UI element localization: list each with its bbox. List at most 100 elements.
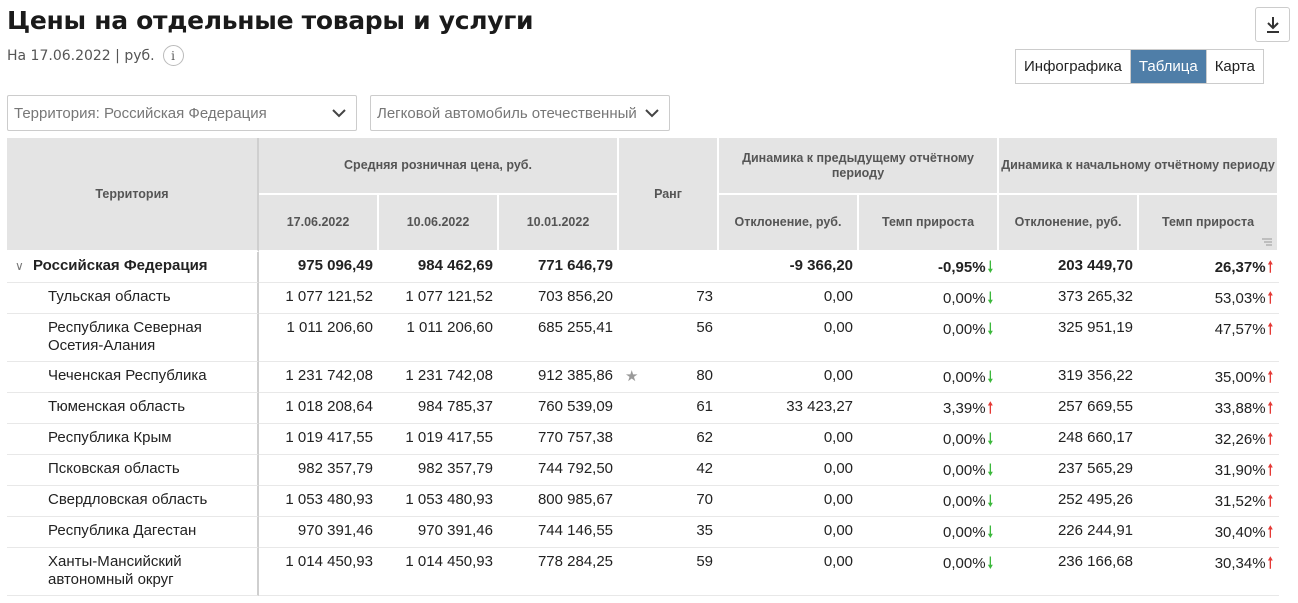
info-icon[interactable]: i	[162, 45, 184, 66]
cell-price-3: 912 385,86	[499, 362, 620, 393]
cell-rank: 73	[619, 283, 720, 314]
prices-table: Территория Средняя розничная цена, руб. …	[7, 138, 1280, 596]
arrow-up-icon: 🠑	[1267, 524, 1274, 541]
cell-price-2: 982 357,79	[379, 455, 499, 486]
table-row[interactable]: Чеченская Республика 1 231 742,08 1 231 …	[7, 362, 1280, 393]
cell-dev-prev: 0,00	[719, 517, 860, 548]
cell-dev-start: 319 356,22	[999, 362, 1140, 393]
cell-price-1: 970 391,46	[259, 517, 379, 548]
cell-rate-start: 31,52% 🠑	[1139, 486, 1280, 517]
chevron-down-icon	[331, 105, 347, 121]
table-row[interactable]: Ханты-Мансийский автономный округ 1 014 …	[7, 548, 1280, 596]
cell-rank: 35	[619, 517, 720, 548]
product-select[interactable]: Легковой автомобиль отечественный	[370, 95, 670, 131]
cell-dev-start: 325 951,19	[999, 314, 1140, 362]
header-date3[interactable]: 10.01.2022	[499, 195, 620, 252]
cell-territory: Ханты-Мансийский автономный округ	[7, 548, 259, 596]
cell-price-2: 1 011 206,60	[379, 314, 499, 362]
cell-rank: 59	[619, 548, 720, 596]
cell-price-2: 1 077 121,52	[379, 283, 499, 314]
cell-price-3: 685 255,41	[499, 314, 620, 362]
cell-dev-prev: 0,00	[719, 486, 860, 517]
cell-dev-start: 237 565,29	[999, 455, 1140, 486]
cell-rate-start: 26,37% 🠑	[1139, 252, 1280, 283]
arrow-up-icon: 🠑	[1267, 431, 1274, 448]
product-select-value: Легковой автомобиль отечественный	[377, 104, 637, 122]
cell-price-1: 982 357,79	[259, 455, 379, 486]
tab-infographic[interactable]: Инфографика	[1016, 50, 1131, 83]
header-dev-start[interactable]: Отклонение, руб.	[999, 195, 1140, 252]
table-row[interactable]: Республика Дагестан 970 391,46 970 391,4…	[7, 517, 1280, 548]
cell-price-2: 1 014 450,93	[379, 548, 499, 596]
table-row[interactable]: Тюменская область 1 018 208,64 984 785,3…	[7, 393, 1280, 424]
cell-territory: ∨ Российская Федерация	[7, 252, 259, 283]
cell-dev-start: 203 449,70	[999, 252, 1140, 283]
header-dyn-prev: Динамика к предыдущему отчётному периоду	[719, 138, 1000, 195]
collapse-icon[interactable]: ∨	[15, 259, 24, 273]
download-icon	[1266, 16, 1279, 33]
cell-rate-prev: 0,00% 🠓	[859, 283, 1000, 314]
header-date1[interactable]: 17.06.2022	[259, 195, 379, 252]
cell-rank: 56	[619, 314, 720, 362]
header-territory[interactable]: Территория	[7, 138, 259, 252]
table-row[interactable]: Тульская область 1 077 121,52 1 077 121,…	[7, 283, 1280, 314]
tab-table[interactable]: Таблица	[1130, 50, 1207, 83]
cell-rate-start: 32,26% 🠑	[1139, 424, 1280, 455]
header-rate-start[interactable]: Темп прироста	[1139, 195, 1280, 252]
arrow-down-icon: 🠓	[987, 524, 994, 541]
cell-price-3: 760 539,09	[499, 393, 620, 424]
cell-price-3: 744 792,50	[499, 455, 620, 486]
filter-icon[interactable]	[1261, 238, 1273, 246]
page-subtitle: На 17.06.2022 | руб. i	[7, 45, 184, 66]
arrow-up-icon: 🠑	[1267, 290, 1274, 307]
cell-price-2: 970 391,46	[379, 517, 499, 548]
arrow-down-icon: 🠓	[987, 259, 994, 276]
cell-rate-start: 30,34% 🠑	[1139, 548, 1280, 596]
table-row[interactable]: Республика Северная Осетия-Алания 1 011 …	[7, 314, 1280, 362]
cell-territory: Республика Северная Осетия-Алания	[7, 314, 259, 362]
arrow-up-icon: 🠑	[1267, 555, 1274, 572]
cell-price-2: 984 462,69	[379, 252, 499, 283]
header-dev-prev[interactable]: Отклонение, руб.	[719, 195, 860, 252]
cell-dev-start: 257 669,55	[999, 393, 1140, 424]
cell-dev-prev: 0,00	[719, 314, 860, 362]
cell-rate-start: 47,57% 🠑	[1139, 314, 1280, 362]
cell-rate-start: 35,00% 🠑	[1139, 362, 1280, 393]
table-row[interactable]: Республика Крым 1 019 417,55 1 019 417,5…	[7, 424, 1280, 455]
cell-rate-prev: 0,00% 🠓	[859, 455, 1000, 486]
star-icon[interactable]: ★	[625, 368, 639, 385]
tab-map[interactable]: Карта	[1206, 50, 1263, 83]
cell-dev-prev: 0,00	[719, 424, 860, 455]
header-dyn-start: Динамика к начальному отчётному периоду	[999, 138, 1280, 195]
arrow-up-icon: 🠑	[1267, 259, 1274, 276]
cell-price-2: 1 231 742,08	[379, 362, 499, 393]
download-button[interactable]	[1255, 7, 1290, 42]
cell-rate-start: 33,88% 🠑	[1139, 393, 1280, 424]
cell-dev-prev: 0,00	[719, 362, 860, 393]
table-row-total[interactable]: ∨ Российская Федерация 975 096,49 984 462…	[7, 252, 1280, 283]
arrow-up-icon: 🠑	[1267, 400, 1274, 417]
arrow-down-icon: 🠓	[987, 431, 994, 448]
cell-price-1: 1 077 121,52	[259, 283, 379, 314]
table-row[interactable]: Свердловская область 1 053 480,93 1 053 …	[7, 486, 1280, 517]
cell-dev-prev: 0,00	[719, 548, 860, 596]
header-rank[interactable]: Ранг	[619, 138, 720, 252]
cell-dev-start: 248 660,17	[999, 424, 1140, 455]
table-row[interactable]: Псковская область 982 357,79 982 357,79 …	[7, 455, 1280, 486]
arrow-down-icon: 🠓	[987, 555, 994, 572]
cell-rank	[619, 252, 720, 283]
arrow-up-icon: 🠑	[987, 400, 994, 417]
cell-rank: ★ 80	[619, 362, 720, 393]
cell-territory: Чеченская Республика	[7, 362, 259, 393]
arrow-down-icon: 🠓	[987, 290, 994, 307]
header-rate-prev[interactable]: Темп прироста	[859, 195, 1000, 252]
header-avg-price: Средняя розничная цена, руб.	[259, 138, 620, 195]
cell-price-3: 744 146,55	[499, 517, 620, 548]
cell-territory: Республика Дагестан	[7, 517, 259, 548]
cell-dev-start: 236 166,68	[999, 548, 1140, 596]
arrow-up-icon: 🠑	[1267, 493, 1274, 510]
territory-select[interactable]: Территория: Российская Федерация	[7, 95, 357, 131]
cell-dev-start: 252 495,26	[999, 486, 1140, 517]
header-date2[interactable]: 10.06.2022	[379, 195, 499, 252]
cell-rate-prev: 0,00% 🠓	[859, 548, 1000, 596]
